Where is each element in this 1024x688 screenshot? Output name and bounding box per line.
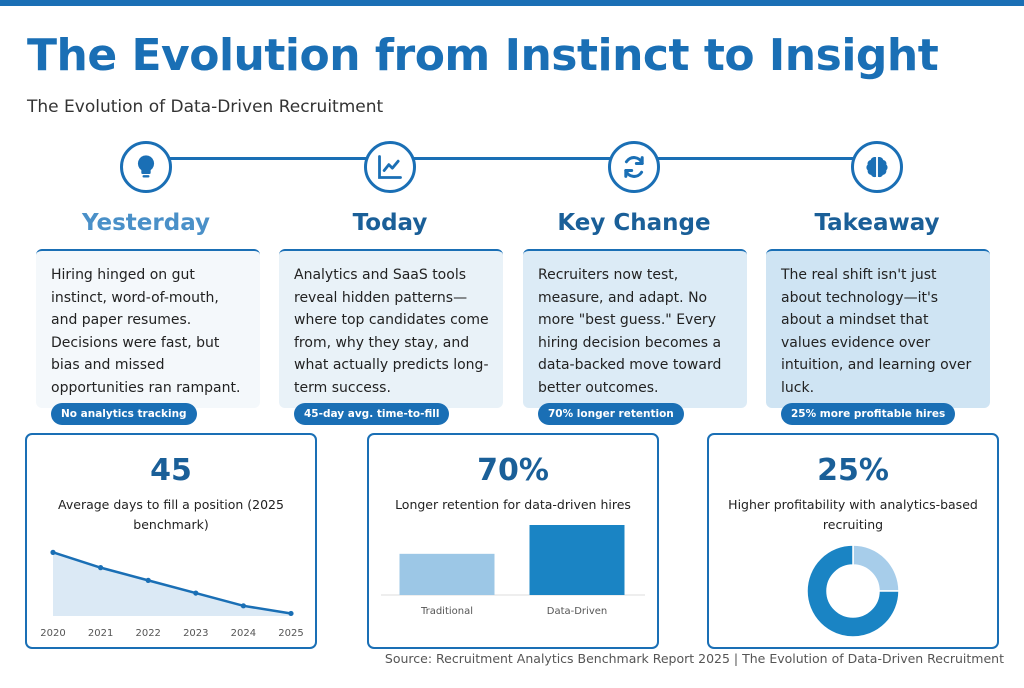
line-area-fill: [53, 552, 291, 616]
badge-yesterday: No analytics tracking: [51, 403, 197, 425]
refresh-icon: [608, 141, 660, 193]
phase-card-yesterday: Hiring hinged on gut instinct, word-of-m…: [36, 249, 260, 408]
x-tick-2020: 2020: [40, 628, 65, 639]
line-point-2025: [288, 610, 294, 617]
line-point-2020: [50, 549, 56, 555]
stat-card-profitability: 25% Higher profitability with analytics-…: [707, 433, 999, 649]
time-to-fill-chart: 2020 2021 2022 2023 2024 2025: [40, 549, 304, 639]
phase-card-today: Analytics and SaaS tools reveal hidden p…: [279, 249, 503, 408]
badge-key-change: 70% longer retention: [538, 403, 684, 425]
phase-title-takeaway: Takeaway: [814, 210, 940, 236]
phase-title-yesterday: Yesterday: [81, 210, 211, 236]
donut-slice-analytics-based: [852, 544, 900, 592]
phase-title-key-change: Key Change: [557, 210, 711, 236]
bar-label-data-driven: Data-Driven: [547, 606, 607, 617]
bar-label-traditional: Traditional: [420, 606, 473, 617]
stat-desc-days: Average days to fill a position (2025 be…: [58, 497, 284, 532]
top-accent-bar: [0, 0, 1024, 6]
retention-bar-chart: Traditional Data-Driven: [381, 525, 645, 617]
timeline-line: [148, 157, 878, 160]
stat-desc-profitability: Higher profitability with analytics-base…: [728, 497, 978, 532]
x-tick-2021: 2021: [88, 628, 113, 639]
bar-data-driven: [529, 525, 625, 595]
stat-card-time-to-fill: 45 Average days to fill a position (2025…: [25, 433, 317, 649]
line-point-2022: [145, 577, 151, 583]
source-footnote: Source: Recruitment Analytics Benchmark …: [384, 651, 1004, 666]
x-tick-2025: 2025: [278, 628, 303, 639]
bar-traditional: [399, 553, 495, 595]
line-point-2024: [240, 603, 246, 609]
line-point-2021: [98, 565, 104, 571]
x-tick-2023: 2023: [183, 628, 208, 639]
lightbulb-icon: [120, 141, 172, 193]
page-subtitle: The Evolution of Data-Driven Recruitment: [27, 97, 384, 117]
donut-slice-other: [806, 544, 900, 638]
stat-value-retention: 70%: [477, 453, 549, 488]
profitability-donut-chart: [806, 544, 900, 638]
page-title: The Evolution from Instinct to Insight: [27, 30, 939, 81]
brain-icon: [851, 141, 903, 193]
stat-card-retention: 70% Longer retention for data-driven hir…: [367, 433, 659, 649]
stat-desc-retention: Longer retention for data-driven hires: [395, 497, 631, 512]
badge-today: 45-day avg. time-to-fill: [294, 403, 450, 425]
x-tick-2022: 2022: [135, 628, 160, 639]
phase-card-key-change: Recruiters now test, measure, and adapt.…: [523, 249, 747, 408]
line-chart-icon: [364, 141, 416, 193]
stat-value-days: 45: [150, 453, 192, 488]
badge-takeaway: 25% more profitable hires: [781, 403, 956, 425]
line-point-2023: [193, 590, 199, 596]
x-tick-2024: 2024: [231, 628, 256, 639]
stat-value-profitability: 25%: [817, 453, 889, 488]
phase-card-takeaway: The real shift isn't just about technolo…: [766, 249, 990, 408]
line-series: [52, 551, 292, 615]
phase-title-today: Today: [352, 210, 428, 236]
